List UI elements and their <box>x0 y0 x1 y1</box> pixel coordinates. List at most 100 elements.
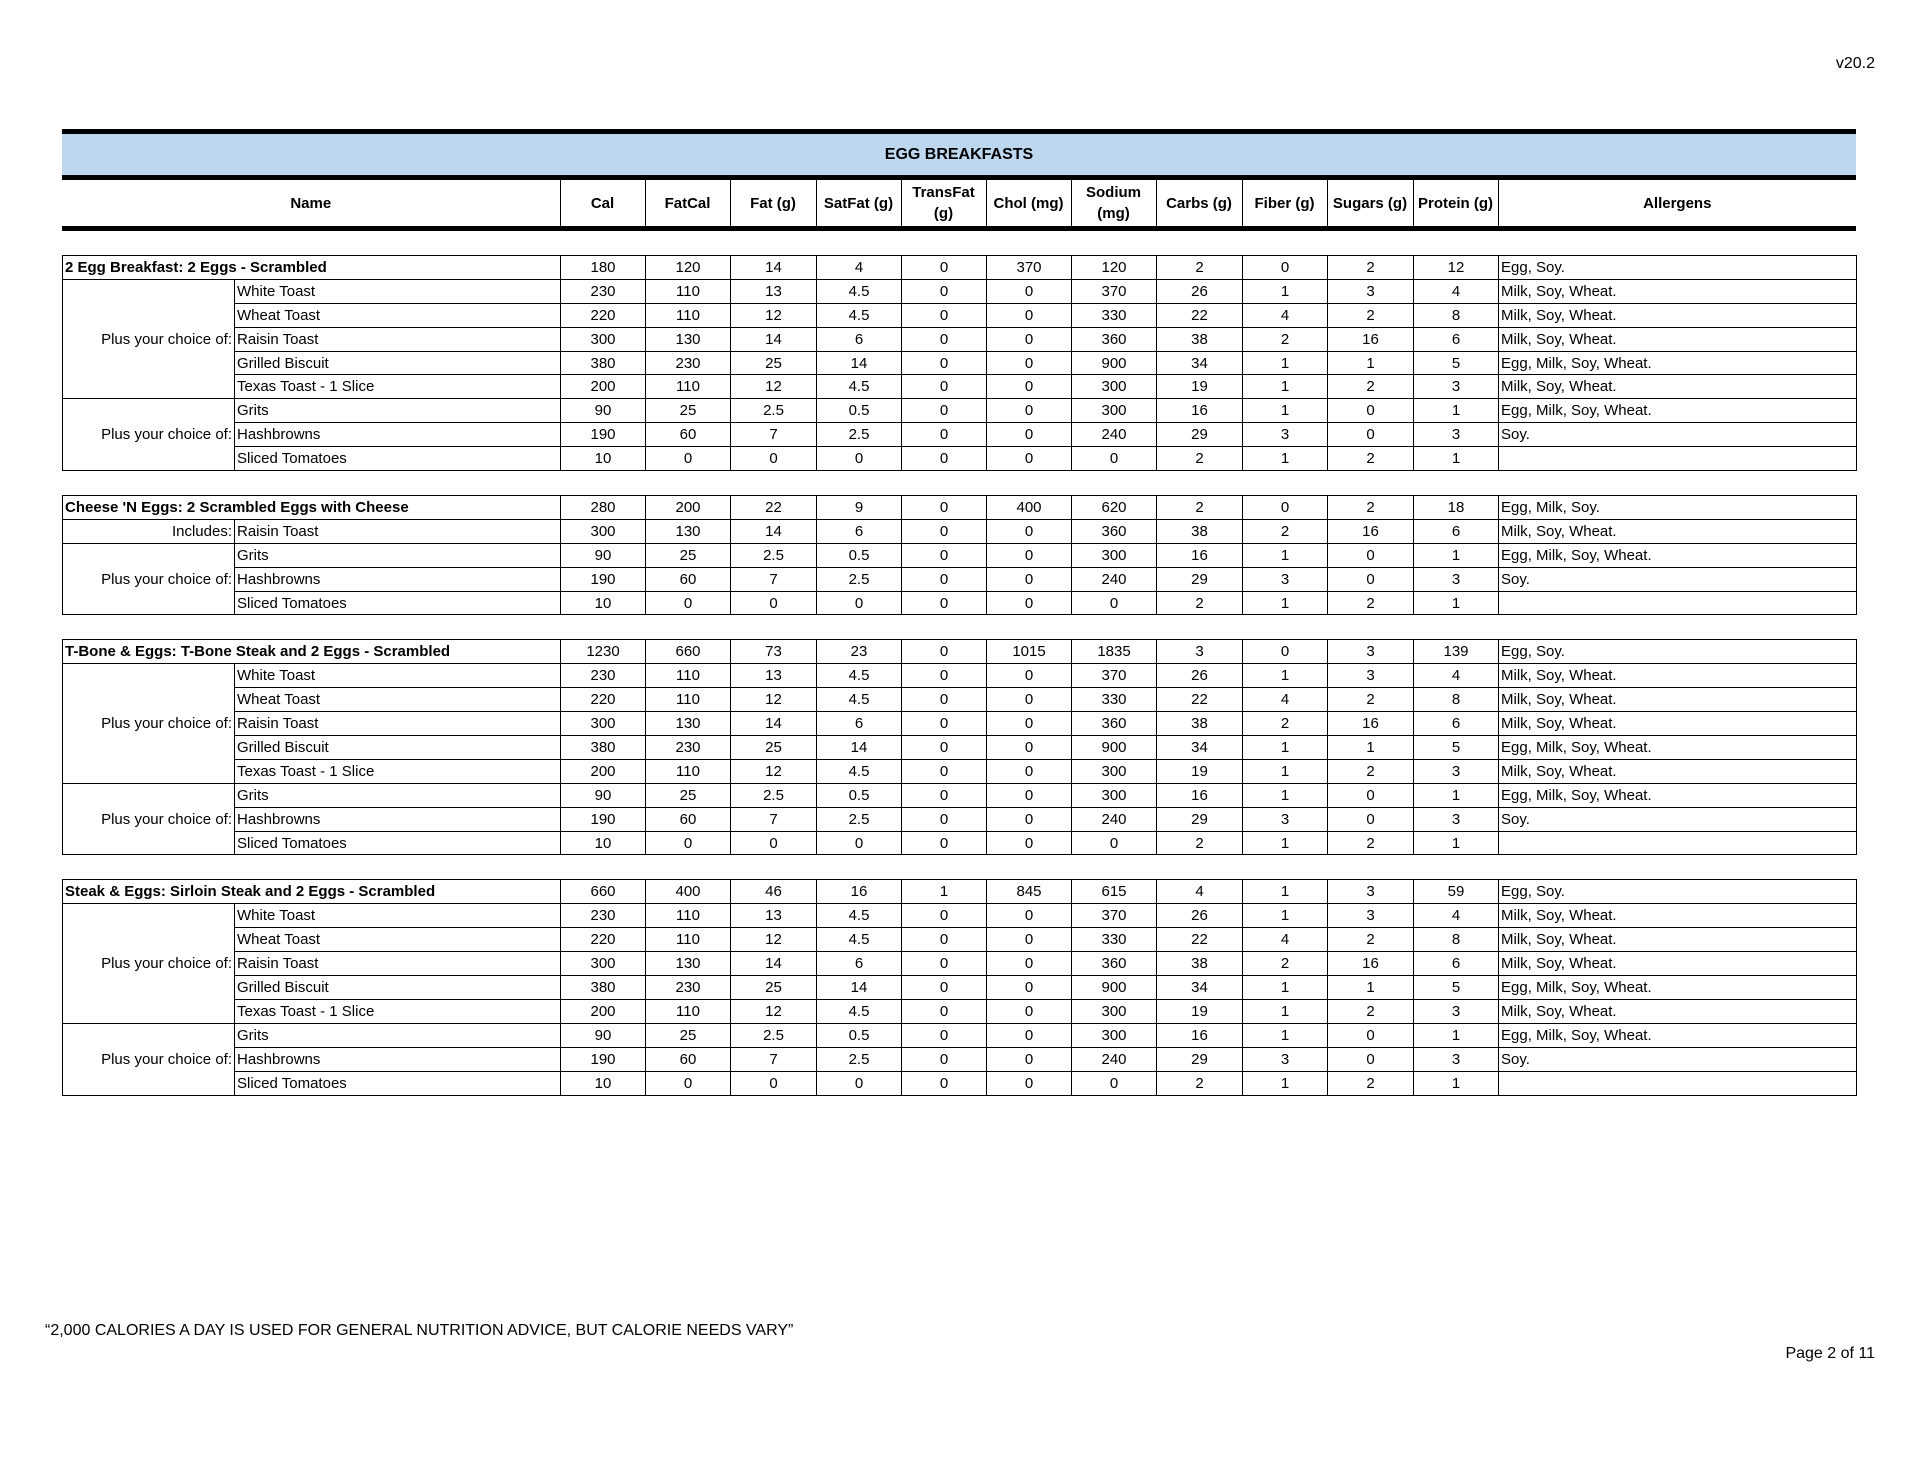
carbs-value: 4 <box>1156 879 1244 905</box>
sugars-value: 0 <box>1327 806 1415 832</box>
chol-value: 0 <box>986 1070 1073 1096</box>
sodium-value: 900 <box>1071 975 1158 1000</box>
sodium-value: 0 <box>1071 590 1157 616</box>
sodium-value: 330 <box>1071 302 1158 328</box>
fiber-value: 1 <box>1242 975 1329 1000</box>
choice-label: Plus your choice of: <box>62 782 235 856</box>
protein-value: 1 <box>1413 1022 1500 1048</box>
fat-value: 12 <box>730 927 818 953</box>
fat-value: 14 <box>730 255 818 280</box>
main-item-row: 2 Egg Breakfast: 2 Eggs - Scrambled 180 12… <box>61 255 1858 280</box>
item-name: Grilled Biscuit <box>233 735 562 760</box>
fiber-value: 4 <box>1242 927 1329 953</box>
cal-value: 190 <box>560 806 647 832</box>
column-header-fat-g: Fat (g) <box>729 180 816 229</box>
fat-value: 2.5 <box>730 398 818 424</box>
sodium-value: 300 <box>1071 758 1158 784</box>
column-header-sodium-mg: Sodium (mg) <box>1070 180 1156 229</box>
satfat-value: 4.5 <box>816 903 903 929</box>
satfat-value: 9 <box>816 495 902 520</box>
fatcal-value: 110 <box>645 903 732 929</box>
carbs-value: 2 <box>1156 446 1244 472</box>
sugars-value: 2 <box>1327 495 1414 520</box>
sodium-value: 300 <box>1071 542 1157 568</box>
chol-value: 0 <box>986 374 1073 400</box>
sugars-value: 2 <box>1327 687 1415 713</box>
nutrition-table: EGG BREAKFASTS Name Cal FatCal Fat (g) SatFa… <box>61 129 1858 1096</box>
menu-section: Steak & Eggs: Sirloin Steak and 2 Eggs -… <box>61 879 1858 1096</box>
sodium-value: 300 <box>1071 782 1158 808</box>
transfat-value: 0 <box>901 927 988 953</box>
chol-value: 0 <box>986 326 1073 352</box>
satfat-value: 0.5 <box>816 398 903 424</box>
sugars-value: 3 <box>1327 903 1415 929</box>
sugars-value: 3 <box>1327 278 1415 304</box>
allergens-value: Milk, Soy, Wheat. <box>1498 998 1858 1024</box>
carbs-value: 22 <box>1156 927 1244 953</box>
item-name: White Toast <box>233 903 562 929</box>
chol-value: 0 <box>986 711 1073 737</box>
chol-value: 0 <box>986 687 1073 713</box>
carbs-value: 38 <box>1156 951 1244 977</box>
sugars-value: 3 <box>1327 663 1415 689</box>
satfat-value: 0 <box>816 590 902 616</box>
item-name: T-Bone & Eggs: T-Bone Steak and 2 Eggs -… <box>61 639 562 665</box>
version-label: v20.2 <box>1835 55 1875 72</box>
satfat-value: 6 <box>816 951 903 977</box>
side-item-row: Sliced Tomatoes 10 0 0 0 0 0 0 2 1 2 1 <box>63 590 1857 616</box>
item-name: Texas Toast - 1 Slice <box>233 374 562 400</box>
allergens-value: Soy. <box>1498 422 1858 448</box>
menu-section: Cheese 'N Eggs: 2 Scrambled Eggs with Ch… <box>62 495 1857 616</box>
fatcal-value: 0 <box>645 590 731 616</box>
side-item-row: Plus your choice of: White Toast 230 110 13 4… <box>62 903 1858 1024</box>
side-item-row: Plus your choice of: Grits 90 25 2.5 0.5 0 0 300… <box>62 782 1858 856</box>
transfat-value: 0 <box>901 951 988 977</box>
item-name: Sliced Tomatoes <box>233 1070 562 1096</box>
allergens-value <box>1498 1070 1858 1096</box>
sugars-value: 0 <box>1327 422 1415 448</box>
satfat-value: 0 <box>816 1070 903 1096</box>
satfat-value: 2.5 <box>816 422 903 448</box>
sugars-value: 2 <box>1327 927 1415 953</box>
carbs-value: 2 <box>1156 255 1244 280</box>
transfat-value: 0 <box>901 446 988 472</box>
sodium-value: 1835 <box>1071 639 1158 665</box>
item-name: Hashbrowns <box>234 566 561 592</box>
carbs-value: 2 <box>1156 1070 1244 1096</box>
transfat-value: 0 <box>901 639 988 665</box>
allergens-value: Egg, Milk, Soy, Wheat. <box>1498 735 1858 760</box>
allergens-value <box>1498 446 1858 472</box>
chol-value: 0 <box>986 1022 1073 1048</box>
sugars-value: 0 <box>1327 398 1415 424</box>
chol-value: 0 <box>986 542 1072 568</box>
item-name: Grilled Biscuit <box>233 975 562 1000</box>
cal-value: 230 <box>560 278 647 304</box>
side-item-row: Hashbrowns 190 60 7 2.5 0 0 240 29 3 0 3 Soy. <box>63 422 1858 448</box>
allergens-value: Milk, Soy, Wheat. <box>1498 326 1858 352</box>
allergens-value <box>1498 590 1857 616</box>
transfat-value: 0 <box>901 1046 988 1072</box>
item-name: Raisin Toast <box>233 711 562 737</box>
satfat-value: 0.5 <box>816 1022 903 1048</box>
fat-value: 0 <box>730 1070 818 1096</box>
chol-value: 0 <box>986 422 1073 448</box>
fiber-value: 0 <box>1242 495 1328 520</box>
sodium-value: 330 <box>1071 927 1158 953</box>
chol-value: 0 <box>986 998 1073 1024</box>
page-number: Page 2 of 11 <box>1785 1345 1875 1362</box>
sugars-value: 2 <box>1327 446 1415 472</box>
chol-value: 845 <box>986 879 1073 905</box>
satfat-value: 4 <box>816 255 903 280</box>
carbs-value: 3 <box>1156 639 1244 665</box>
chol-value: 0 <box>986 398 1073 424</box>
protein-value: 8 <box>1413 687 1500 713</box>
item-name: Wheat Toast <box>233 927 562 953</box>
protein-value: 59 <box>1413 879 1500 905</box>
menu-section: T-Bone & Eggs: T-Bone Steak and 2 Eggs -… <box>61 639 1858 856</box>
item-name: Sliced Tomatoes <box>233 830 562 856</box>
protein-value: 3 <box>1413 422 1500 448</box>
side-item-row: Hashbrowns 190 60 7 2.5 0 0 240 29 3 0 3 Soy. <box>63 566 1857 592</box>
fatcal-value: 200 <box>645 495 731 520</box>
cal-value: 200 <box>560 998 647 1024</box>
sugars-value: 3 <box>1327 639 1415 665</box>
